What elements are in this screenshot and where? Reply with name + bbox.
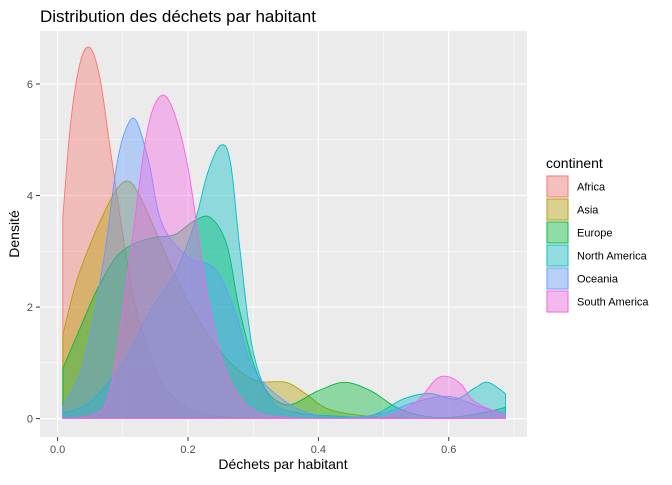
- plot-panel: [40, 31, 527, 437]
- legend-label-europe: Europe: [577, 228, 612, 240]
- density-area-europe: [62, 215, 506, 420]
- legend-swatch-asia: [546, 198, 569, 221]
- grid-lines: [40, 31, 527, 437]
- y-axis-label: Densité: [6, 210, 22, 258]
- y-tick-label: 4: [27, 191, 33, 203]
- legend-swatch-oceania: [546, 267, 569, 290]
- x-tick-label: 0.0: [50, 444, 65, 456]
- axes: 0.0 0.2 0.4 0.6 0 2 4 6: [27, 79, 457, 456]
- legend-label-africa: Africa: [577, 182, 606, 194]
- x-axis-label: Déchets par habitant: [218, 456, 347, 472]
- legend-label-north-america: North America: [577, 251, 648, 263]
- x-tick-label: 0.2: [180, 444, 195, 456]
- chart-title: Distribution des déchets par habitant: [40, 7, 316, 26]
- x-tick-label: 0.6: [441, 444, 456, 456]
- y-tick-label: 2: [27, 302, 33, 314]
- legend-label-oceania: Oceania: [577, 274, 619, 286]
- x-tick-label: 0.4: [311, 444, 326, 456]
- y-tick-label: 6: [27, 79, 33, 91]
- legend: continent Africa Asia Europe North America O…: [546, 155, 649, 313]
- legend-label-asia: Asia: [577, 205, 599, 217]
- density-areas: [62, 46, 506, 420]
- legend-key-bg: [546, 175, 569, 198]
- legend-swatch-north-america: [546, 244, 569, 267]
- density-area-africa: [62, 46, 254, 420]
- legend-title: continent: [546, 155, 603, 171]
- legend-swatch-europe: [546, 221, 569, 244]
- legend-key-bg: [546, 267, 569, 290]
- legend-swatch-africa: [546, 175, 569, 198]
- legend-key-bg: [546, 290, 569, 313]
- y-tick-label: 0: [27, 414, 33, 426]
- legend-label-south-america: South America: [577, 297, 649, 309]
- legend-key-bg: [546, 198, 569, 221]
- density-area-south-america: [62, 94, 506, 420]
- legend-swatch-south-america: [546, 290, 569, 313]
- density-area-north-america: [62, 144, 506, 420]
- legend-key-bg: [546, 221, 569, 244]
- legend-key-bg: [546, 244, 569, 267]
